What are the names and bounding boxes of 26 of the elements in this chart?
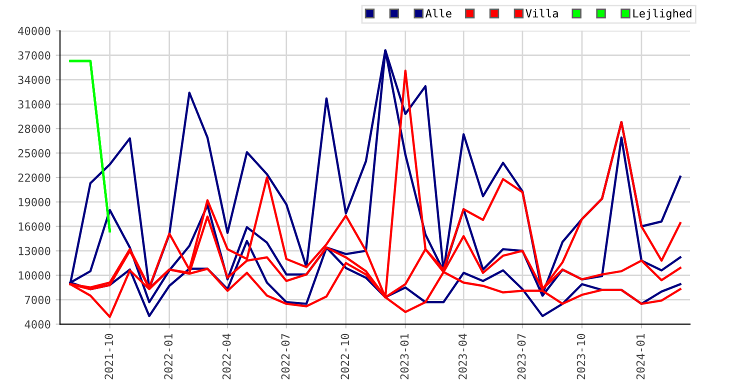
- y-tick-label: 13000: [18, 246, 50, 256]
- x-tick-label: 2023-01: [400, 334, 409, 380]
- y-tick-label: 19000: [18, 198, 50, 206]
- y-tick-label: 31000: [18, 100, 50, 109]
- y-tick-label: 16000: [18, 222, 50, 231]
- y-tick-label: 37000: [18, 51, 50, 60]
- x-tick-label: 2022-10: [340, 334, 350, 380]
- x-tick-label: 2023-07: [517, 334, 526, 380]
- x-tick-label: 2024-01: [636, 334, 645, 380]
- x-tick-label: 2022-01: [164, 334, 173, 380]
- legend-label: Alle: [425, 8, 452, 18]
- y-tick-label: 34000: [18, 76, 50, 84]
- x-tick-label: 2021-10: [104, 334, 114, 380]
- x-tick-label: 2023-04: [458, 334, 467, 380]
- y-tick-label: 7000: [24, 296, 50, 304]
- y-tick-label: 25000: [18, 149, 50, 158]
- y-tick-label: 40000: [18, 26, 50, 36]
- legend-label: Villa: [526, 8, 558, 18]
- x-tick-label: 2022-04: [222, 334, 231, 380]
- y-tick-label: 4000: [24, 320, 50, 329]
- y-tick-label: 10000: [18, 271, 50, 280]
- x-tick-label: 2022-07: [281, 334, 290, 380]
- y-tick-label: 28000: [18, 124, 50, 133]
- legend-label: Lejlighed: [633, 8, 692, 20]
- x-tick-label: 2023-10: [576, 334, 586, 380]
- y-tick-label: 22000: [18, 173, 50, 182]
